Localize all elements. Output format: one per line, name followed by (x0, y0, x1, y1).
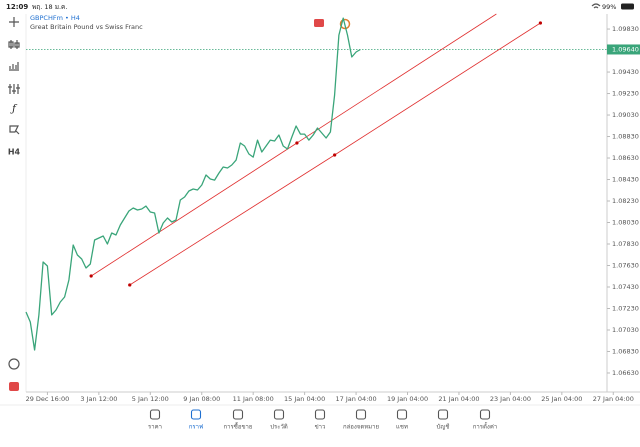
wifi-icon (591, 3, 601, 9)
trend-ray (296, 13, 497, 144)
y-tick-label: 1.08630 (612, 154, 639, 162)
x-tick-label: 3 Jan 12:00 (80, 395, 117, 403)
y-tick-label: 1.09830 (612, 25, 639, 33)
nav-icon (437, 409, 449, 420)
nav-label: กราฟ (189, 424, 203, 431)
current-price-box (607, 44, 640, 55)
y-tick-label: 1.06630 (612, 369, 639, 377)
x-tick-label: 23 Jan 04:00 (490, 395, 531, 403)
x-tick-label: 15 Jan 04:00 (284, 395, 325, 403)
status-date: พฤ. 18 ม.ค. (32, 3, 67, 11)
nav-icon (314, 409, 326, 420)
nav-label: แชท (396, 424, 408, 431)
x-tick-label: 11 Jan 08:00 (233, 395, 274, 403)
function-tool[interactable]: ƒ (10, 104, 18, 115)
nav-label: บัญชี (437, 423, 450, 431)
trend-anchor (333, 153, 337, 157)
chart-type-tool[interactable] (8, 40, 20, 49)
status-time: 12:09 (6, 3, 28, 11)
y-tick-label: 1.08030 (612, 219, 639, 227)
nav-label: กล่องจดหมาย (343, 424, 379, 431)
nav-icon (190, 409, 202, 420)
battery-icon (621, 3, 634, 10)
indicators-tool[interactable] (9, 62, 19, 71)
nav-label: ราคา (148, 424, 162, 431)
nav-icon (149, 409, 161, 420)
nav-icon (396, 409, 408, 420)
x-tick-label: 29 Dec 16:00 (26, 395, 70, 403)
status-battery: 99% (602, 3, 616, 11)
nav-icon (232, 409, 244, 420)
nav-item[interactable]: ข่าว (314, 409, 326, 431)
x-tick-label: 9 Jan 08:00 (183, 395, 220, 403)
nav-label: การซื้อขาย (224, 421, 253, 431)
x-tick-label: 5 Jan 12:00 (132, 395, 169, 403)
x-tick-label: 27 Jan 04:00 (593, 395, 634, 403)
y-tick-label: 1.08430 (612, 176, 639, 184)
y-tick-label: 1.08830 (612, 133, 639, 141)
nav-label: ประวัติ (270, 424, 288, 431)
y-tick-label: 1.07030 (612, 326, 639, 334)
nav-item[interactable]: ราคา (148, 409, 162, 431)
price-line (25, 17, 361, 351)
nav-label: การตั้งค่า (473, 421, 497, 431)
nav-item[interactable]: กราฟ (189, 409, 203, 431)
chart-title: GBPCHFm • H4 (30, 14, 80, 22)
flag-marker (314, 19, 324, 27)
trading-tool[interactable] (8, 358, 20, 370)
timeframe-button[interactable]: H4 (8, 148, 21, 157)
settings-tool[interactable] (8, 84, 20, 94)
chart-subtitle: Great Britain Pound vs Swiss Franc (30, 23, 143, 31)
y-tick-label: 1.06830 (612, 347, 639, 355)
nav-item[interactable]: แชท (396, 409, 408, 431)
x-tick-label: 17 Jan 04:00 (336, 395, 377, 403)
event-marker (339, 18, 351, 30)
crosshair-tool[interactable] (9, 17, 19, 27)
y-tick-label: 1.09030 (612, 111, 639, 119)
current-price-label: 1.09640 (612, 45, 639, 53)
trend-anchor (538, 21, 543, 25)
bottom-nav: ราคา กราฟ การซื้อขาย ประวัติ ข่าว กล่องจดหมาย… (148, 409, 497, 431)
trend-anchor (295, 141, 299, 145)
y-tick-label: 1.09430 (612, 68, 639, 76)
y-tick-label: 1.07630 (612, 261, 639, 269)
y-tick-label: 1.07830 (612, 240, 639, 248)
nav-icon (355, 409, 367, 420)
left-toolbar: ƒ H4 (8, 17, 21, 391)
nav-item[interactable]: กล่องจดหมาย (343, 409, 379, 431)
nav-item[interactable]: บัญชี (437, 409, 450, 431)
x-tick-label: 21 Jan 04:00 (438, 395, 479, 403)
nav-item[interactable]: การตั้งค่า (473, 409, 497, 431)
nav-item[interactable]: การซื้อขาย (224, 409, 253, 431)
trend-anchor (89, 274, 93, 278)
trend-line (90, 142, 298, 277)
y-tick-label: 1.09230 (612, 90, 639, 98)
y-tick-label: 1.08230 (612, 197, 639, 205)
x-tick-label: 25 Jan 04:00 (541, 395, 582, 403)
nav-icon (273, 409, 285, 420)
nav-icon (479, 409, 491, 420)
flag-icon[interactable] (9, 382, 19, 391)
y-tick-label: 1.07230 (612, 304, 639, 312)
objects-tool[interactable] (9, 125, 20, 135)
nav-label: ข่าว (315, 424, 326, 431)
y-tick-label: 1.07430 (612, 283, 639, 291)
nav-item[interactable]: ประวัติ (270, 409, 288, 431)
trend-anchor (128, 283, 132, 287)
x-tick-label: 19 Jan 04:00 (387, 395, 428, 403)
